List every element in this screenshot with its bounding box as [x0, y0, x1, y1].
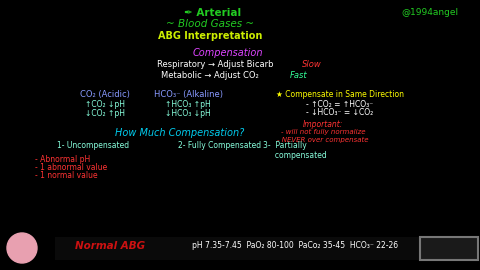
- Text: Important:: Important:: [303, 120, 343, 129]
- Text: FOLLOW: FOLLOW: [423, 241, 475, 251]
- Text: @1994angel: @1994angel: [401, 8, 458, 17]
- Text: 3-  Partially
     compensated: 3- Partially compensated: [263, 141, 327, 160]
- Text: - NEVER over compensate: - NEVER over compensate: [277, 137, 369, 143]
- Text: 2- Fully Compensated: 2- Fully Compensated: [178, 141, 261, 150]
- Text: HCO₃⁻ (Alkaline): HCO₃⁻ (Alkaline): [154, 90, 223, 99]
- Text: CO₂ (Acidic): CO₂ (Acidic): [80, 90, 130, 99]
- Text: ↑CO₂ ↓pH: ↑CO₂ ↓pH: [85, 100, 125, 109]
- Text: - ↓HCO₃⁻ = ↓CO₂: - ↓HCO₃⁻ = ↓CO₂: [306, 108, 373, 117]
- Text: pH 7.35-7.45  PaO₂ 80-100  PaCo₂ 35-45  HCO₃⁻ 22-26: pH 7.35-7.45 PaO₂ 80-100 PaCo₂ 35-45 HCO…: [192, 241, 398, 250]
- Text: ✒ Arterial: ✒ Arterial: [184, 8, 241, 18]
- Text: ★ Compensate in Same Direction: ★ Compensate in Same Direction: [276, 90, 404, 99]
- Text: Angel: Angel: [10, 243, 34, 252]
- Text: ~ Blood Gases ~: ~ Blood Gases ~: [166, 19, 254, 29]
- Text: - Abnormal pH: - Abnormal pH: [35, 155, 90, 164]
- Text: Respiratory → Adjust Bicarb: Respiratory → Adjust Bicarb: [157, 60, 273, 69]
- Text: Compensation: Compensation: [193, 48, 263, 58]
- Text: - ↑CO₂ = ↑HCO₃⁻: - ↑CO₂ = ↑HCO₃⁻: [306, 100, 373, 109]
- Text: ↓CO₂ ↑pH: ↓CO₂ ↑pH: [85, 109, 125, 118]
- FancyBboxPatch shape: [55, 237, 423, 260]
- Text: Metabolic → Adjust CO₂: Metabolic → Adjust CO₂: [161, 71, 259, 80]
- Text: How Much Compensation?: How Much Compensation?: [115, 128, 245, 138]
- Text: - 1 normal value: - 1 normal value: [35, 171, 97, 180]
- Text: 1- Uncompensated: 1- Uncompensated: [57, 141, 129, 150]
- Text: Fast: Fast: [290, 71, 308, 80]
- Text: - 1 abnormal value: - 1 abnormal value: [35, 163, 107, 172]
- FancyBboxPatch shape: [420, 237, 478, 260]
- Text: Normal ABG: Normal ABG: [75, 241, 145, 251]
- Text: Slow: Slow: [302, 60, 322, 69]
- Circle shape: [7, 233, 37, 263]
- Text: ABG Interpretation: ABG Interpretation: [158, 31, 262, 41]
- Text: ↑HCO₃ ↑pH: ↑HCO₃ ↑pH: [165, 100, 211, 109]
- Text: - will not fully normalize: - will not fully normalize: [281, 129, 365, 135]
- Text: ↓HCO₃ ↓pH: ↓HCO₃ ↓pH: [165, 109, 211, 118]
